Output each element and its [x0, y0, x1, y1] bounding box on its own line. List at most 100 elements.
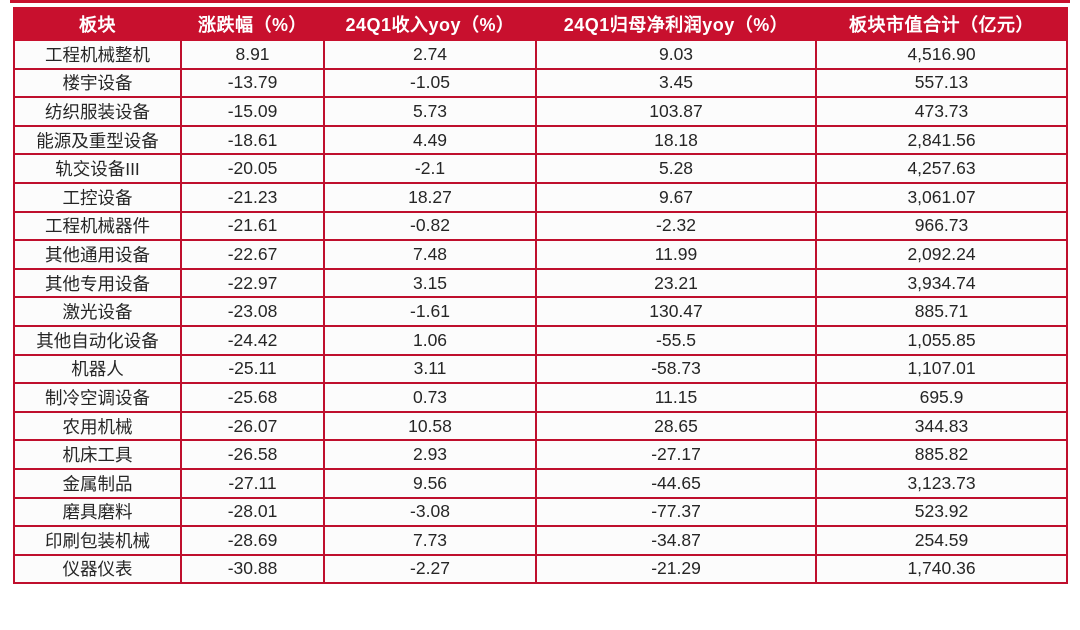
column-header: 板块 — [13, 7, 182, 41]
value-cell: -30.88 — [180, 553, 325, 585]
value-cell: 9.56 — [323, 467, 537, 499]
table-row: 工程机械器件 -21.61 -0.82 -2.32 966.73 — [13, 210, 1068, 242]
value-cell: -1.61 — [323, 296, 537, 327]
value-cell: 966.73 — [815, 210, 1068, 242]
value-cell: -25.11 — [180, 353, 325, 385]
sector-name-cell: 仪器仪表 — [13, 553, 182, 585]
table-row: 能源及重型设备 -18.61 4.49 18.18 2,841.56 — [13, 124, 1068, 156]
value-cell: 523.92 — [815, 496, 1068, 528]
value-cell: -44.65 — [535, 467, 817, 499]
value-cell: 3.45 — [535, 67, 817, 99]
value-cell: 557.13 — [815, 67, 1068, 99]
value-cell: 5.73 — [323, 96, 537, 127]
value-cell: 18.18 — [535, 124, 817, 156]
value-cell: 254.59 — [815, 525, 1068, 556]
table-row: 仪器仪表 -30.88 -2.27 -21.29 1,740.36 — [13, 553, 1068, 585]
value-cell: -2.32 — [535, 210, 817, 242]
sector-name-cell: 印刷包装机械 — [13, 525, 182, 556]
value-cell: 9.67 — [535, 181, 817, 213]
sector-name-cell: 磨具磨料 — [13, 496, 182, 528]
sector-name-cell: 金属制品 — [13, 467, 182, 499]
value-cell: -55.5 — [535, 324, 817, 356]
value-cell: 3,061.07 — [815, 181, 1068, 213]
value-cell: -0.82 — [323, 210, 537, 242]
value-cell: 7.73 — [323, 525, 537, 556]
value-cell: -25.68 — [180, 382, 325, 413]
table-row: 磨具磨料 -28.01 -3.08 -77.37 523.92 — [13, 496, 1068, 528]
table-row: 其他自动化设备 -24.42 1.06 -55.5 1,055.85 — [13, 324, 1068, 356]
value-cell: -28.01 — [180, 496, 325, 528]
sector-name-cell: 其他自动化设备 — [13, 324, 182, 356]
value-cell: 2,092.24 — [815, 239, 1068, 270]
value-cell: 103.87 — [535, 96, 817, 127]
value-cell: -2.27 — [323, 553, 537, 585]
sector-name-cell: 楼宇设备 — [13, 67, 182, 99]
value-cell: 2.93 — [323, 439, 537, 470]
value-cell: -1.05 — [323, 67, 537, 99]
value-cell: 885.82 — [815, 439, 1068, 470]
column-header: 24Q1收入yoy（%） — [323, 7, 537, 41]
value-cell: -23.08 — [180, 296, 325, 327]
value-cell: 344.83 — [815, 410, 1068, 442]
table-row: 其他通用设备 -22.67 7.48 11.99 2,092.24 — [13, 239, 1068, 270]
value-cell: 3.11 — [323, 353, 537, 385]
value-cell: 3.15 — [323, 267, 537, 299]
sector-name-cell: 工程机械整机 — [13, 39, 182, 70]
sector-name-cell: 机器人 — [13, 353, 182, 385]
value-cell: 2,841.56 — [815, 124, 1068, 156]
value-cell: -13.79 — [180, 67, 325, 99]
value-cell: -22.67 — [180, 239, 325, 270]
value-cell: 473.73 — [815, 96, 1068, 127]
value-cell: 3,934.74 — [815, 267, 1068, 299]
value-cell: 4.49 — [323, 124, 537, 156]
sector-name-cell: 激光设备 — [13, 296, 182, 327]
value-cell: 1,740.36 — [815, 553, 1068, 585]
table-row: 纺织服装设备 -15.09 5.73 103.87 473.73 — [13, 96, 1068, 127]
header-row: 板块 涨跌幅（%） 24Q1收入yoy（%） 24Q1归母净利润yoy（%） 板块市值合… — [13, 7, 1068, 41]
value-cell: 9.03 — [535, 39, 817, 70]
value-cell: 10.58 — [323, 410, 537, 442]
value-cell: -28.69 — [180, 525, 325, 556]
value-cell: 1,055.85 — [815, 324, 1068, 356]
value-cell: 8.91 — [180, 39, 325, 70]
value-cell: -34.87 — [535, 525, 817, 556]
value-cell: 23.21 — [535, 267, 817, 299]
sector-name-cell: 纺织服装设备 — [13, 96, 182, 127]
column-header: 24Q1归母净利润yoy（%） — [535, 7, 817, 41]
value-cell: 0.73 — [323, 382, 537, 413]
table-row: 楼宇设备 -13.79 -1.05 3.45 557.13 — [13, 67, 1068, 99]
value-cell: -3.08 — [323, 496, 537, 528]
value-cell: -26.58 — [180, 439, 325, 470]
table-row: 印刷包装机械 -28.69 7.73 -34.87 254.59 — [13, 525, 1068, 556]
sector-name-cell: 机床工具 — [13, 439, 182, 470]
value-cell: -21.29 — [535, 553, 817, 585]
value-cell: -26.07 — [180, 410, 325, 442]
value-cell: -2.1 — [323, 153, 537, 184]
value-cell: -27.11 — [180, 467, 325, 499]
table-row: 金属制品 -27.11 9.56 -44.65 3,123.73 — [13, 467, 1068, 499]
top-crop-line — [10, 0, 1070, 3]
value-cell: 4,516.90 — [815, 39, 1068, 70]
table-row: 机床工具 -26.58 2.93 -27.17 885.82 — [13, 439, 1068, 470]
value-cell: 130.47 — [535, 296, 817, 327]
value-cell: 3,123.73 — [815, 467, 1068, 499]
value-cell: 4,257.63 — [815, 153, 1068, 184]
sector-name-cell: 工控设备 — [13, 181, 182, 213]
table-row: 工控设备 -21.23 18.27 9.67 3,061.07 — [13, 181, 1068, 213]
value-cell: 1,107.01 — [815, 353, 1068, 385]
sector-name-cell: 轨交设备III — [13, 153, 182, 184]
value-cell: -15.09 — [180, 96, 325, 127]
table-body: 工程机械整机 8.91 2.74 9.03 4,516.90 楼宇设备 -13.79 -1.0… — [13, 39, 1068, 585]
sector-name-cell: 制冷空调设备 — [13, 382, 182, 413]
sector-name-cell: 工程机械器件 — [13, 210, 182, 242]
value-cell: -24.42 — [180, 324, 325, 356]
sector-name-cell: 其他专用设备 — [13, 267, 182, 299]
value-cell: -21.61 — [180, 210, 325, 242]
value-cell: -18.61 — [180, 124, 325, 156]
value-cell: 695.9 — [815, 382, 1068, 413]
sector-performance-table: 板块 涨跌幅（%） 24Q1收入yoy（%） 24Q1归母净利润yoy（%） 板块市值合… — [13, 7, 1068, 585]
value-cell: 18.27 — [323, 181, 537, 213]
table-row: 其他专用设备 -22.97 3.15 23.21 3,934.74 — [13, 267, 1068, 299]
value-cell: 2.74 — [323, 39, 537, 70]
